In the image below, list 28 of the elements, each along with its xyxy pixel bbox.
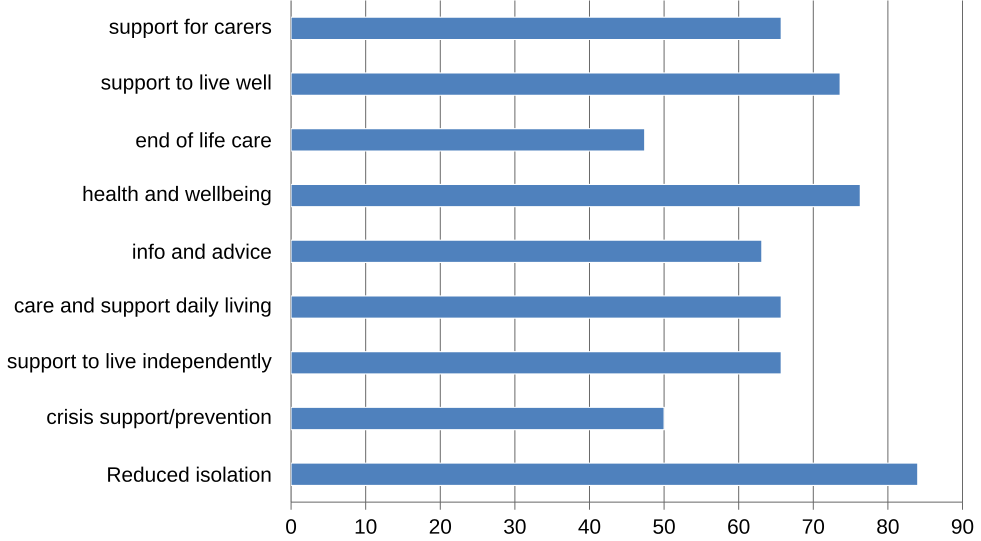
x-tick-label: 60: [728, 519, 750, 534]
x-tick-label: 80: [877, 519, 899, 534]
bar: [291, 128, 646, 152]
y-tick-label: support for carers: [109, 18, 272, 38]
y-tick-label: care and support daily living: [14, 297, 270, 317]
y-tick-label: end of life care: [136, 132, 271, 148]
y-tick-label: Reduced isolation: [108, 466, 270, 482]
x-tick-label: 70: [802, 519, 824, 534]
x-tick-label: 90: [952, 519, 974, 534]
bar: [291, 72, 841, 96]
bar: [291, 184, 861, 208]
y-tick-label: support to live well: [101, 74, 270, 94]
x-tick-label: 50: [653, 519, 675, 534]
x-tick-label: 20: [430, 519, 452, 534]
y-tick-label: crisis support/prevention: [47, 408, 270, 428]
x-tick-label: 30: [504, 519, 526, 534]
bar: [291, 16, 782, 40]
bar: [291, 406, 665, 430]
bar: [291, 295, 782, 319]
bar: [291, 240, 762, 264]
bar: [291, 351, 782, 375]
bar: [291, 462, 918, 486]
y-tick-label: info and advice: [133, 244, 271, 260]
y-tick-label: health and wellbeing: [84, 186, 270, 206]
y-tick-label: support to live independently: [8, 353, 272, 373]
x-tick-label: 10: [356, 519, 376, 534]
x-tick-label: 40: [578, 519, 600, 534]
x-tick-label: 0: [286, 519, 296, 534]
